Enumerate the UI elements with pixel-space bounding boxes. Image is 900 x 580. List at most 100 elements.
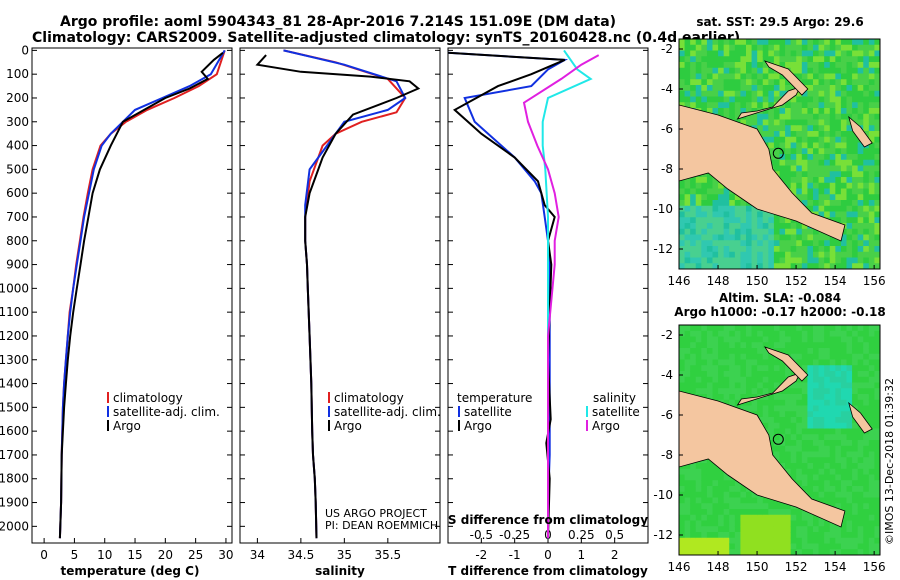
heatmap-cell <box>768 336 775 343</box>
heatmap-cell <box>796 382 803 389</box>
heatmap-cell <box>684 503 691 510</box>
heatmap-cell <box>695 200 702 207</box>
heatmap-cell <box>718 359 725 366</box>
sst-map: sat. SST: 29.5 Argo: 29.6 146 148 150 152 15… <box>653 15 885 288</box>
heatmap-cell <box>829 336 836 343</box>
heatmap-cell <box>824 388 831 395</box>
heatmap-cell <box>734 342 742 349</box>
heatmap-cell <box>863 39 870 46</box>
heatmap-cell <box>729 246 736 253</box>
heatmap-cell <box>818 549 825 555</box>
heatmap-cell <box>868 90 876 98</box>
heatmap-cell <box>863 382 870 389</box>
heatmap-cell <box>813 50 820 57</box>
heatmap-cell <box>785 388 792 395</box>
heatmap-cell <box>824 382 831 389</box>
heatmap-cell <box>818 188 825 195</box>
heatmap-cell <box>723 388 730 395</box>
heatmap-cell <box>679 56 686 63</box>
s-tick-label: 0.5 <box>605 528 624 542</box>
heatmap-cell <box>801 56 809 63</box>
heatmap-cell <box>779 50 786 57</box>
heatmap-cell <box>874 405 880 412</box>
heatmap-cell <box>874 240 880 247</box>
heatmap-cell <box>785 394 792 401</box>
heatmap-cell <box>846 56 853 63</box>
heatmap-cell <box>840 217 848 224</box>
heatmap-cell <box>840 491 848 499</box>
heatmap-cell <box>690 543 697 550</box>
legend-label: Argo <box>464 419 492 433</box>
salinity-panel-frame <box>239 47 441 544</box>
heatmap-cell <box>813 325 820 332</box>
heatmap-cell <box>835 102 842 109</box>
heatmap-cell <box>857 474 864 481</box>
heatmap-cell <box>840 188 848 195</box>
heatmap-cell <box>829 434 836 441</box>
heatmap-cell <box>734 102 742 109</box>
heatmap-cell <box>801 543 809 550</box>
heatmap-cell <box>734 251 742 259</box>
heatmap-cell <box>857 497 864 504</box>
heatmap-cell <box>813 388 820 395</box>
heatmap-cell <box>701 257 708 264</box>
heatmap-cell <box>706 96 714 103</box>
heatmap-cell <box>807 240 814 247</box>
heatmap-cell <box>874 165 880 172</box>
heatmap-cell <box>740 39 747 46</box>
heatmap-cell <box>818 543 825 550</box>
heatmap-cell <box>768 353 775 361</box>
x-tick-label: 10 <box>97 548 112 562</box>
heatmap-cell <box>852 336 859 343</box>
heatmap-cell <box>785 102 792 109</box>
heatmap-cell <box>718 365 725 372</box>
heatmap-cell <box>863 119 870 126</box>
heatmap-cell <box>695 474 702 481</box>
heatmap-cell <box>846 131 853 138</box>
heatmap-cell <box>818 417 825 424</box>
heatmap-cell <box>718 102 725 109</box>
heatmap-cell <box>852 388 859 395</box>
heatmap-cell <box>729 520 736 527</box>
heatmap-cell <box>734 520 742 527</box>
heatmap-cell <box>846 142 853 149</box>
heatmap-cell <box>835 90 842 98</box>
heatmap-cell <box>701 205 708 213</box>
heatmap-cell <box>790 102 797 109</box>
heatmap-cell <box>829 543 836 550</box>
heatmap-cell <box>874 44 880 52</box>
heatmap-cell <box>734 359 742 366</box>
heatmap-cell <box>824 39 831 46</box>
heatmap-cell <box>684 205 691 213</box>
heatmap-cell <box>863 330 870 338</box>
heatmap-cell <box>857 188 864 195</box>
heatmap-cell <box>723 509 730 516</box>
heatmap-cell <box>813 365 820 372</box>
heatmap-cell <box>734 532 742 539</box>
heatmap-cell <box>852 325 859 332</box>
heatmap-cell <box>874 445 880 453</box>
heatmap-cell <box>813 90 820 98</box>
heatmap-cell <box>846 200 853 207</box>
heatmap-cell <box>785 342 792 349</box>
heatmap-cell <box>824 159 831 167</box>
heatmap-cell <box>723 348 730 355</box>
heatmap-cell <box>706 44 714 52</box>
heatmap-cell <box>768 217 775 224</box>
lat-tick-label: -8 <box>661 448 673 462</box>
heatmap-cell <box>712 73 719 80</box>
heatmap-cell <box>734 50 742 57</box>
heatmap-cell <box>868 148 876 155</box>
heatmap-cell <box>785 136 792 144</box>
heatmap-cell <box>746 246 753 253</box>
heatmap-cell <box>684 359 691 366</box>
heatmap-cell <box>852 251 859 259</box>
heatmap-cell <box>718 263 725 269</box>
heatmap-cell <box>796 405 803 412</box>
heatmap-cell <box>846 102 853 109</box>
heatmap-cell <box>829 348 836 355</box>
heatmap-cell <box>863 79 870 86</box>
heatmap-cell <box>701 73 708 80</box>
heatmap-cell <box>785 365 792 372</box>
heatmap-cell <box>712 394 719 401</box>
